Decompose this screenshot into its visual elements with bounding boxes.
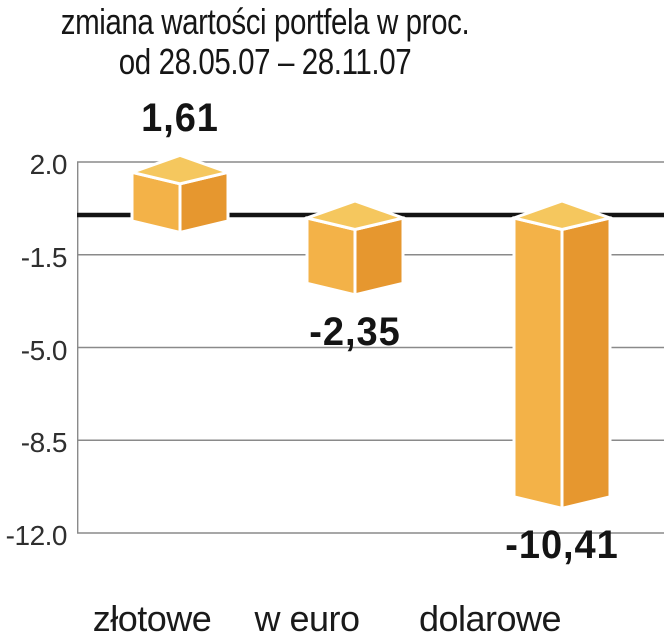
category-label: dolarowe (418, 598, 562, 639)
chart-title-line1: zmiana wartości portfela w proc. (60, 1, 470, 42)
bar-box-top-face (301, 199, 409, 232)
y-tick-label: 2.0 (29, 149, 68, 180)
bar-value-label: -10,41 (505, 523, 619, 568)
bar-box-right-face (353, 216, 405, 297)
y-tick-label: -5.0 (20, 334, 68, 366)
chart-title: zmiana wartości portfela w proc. od 28.0… (48, 2, 483, 82)
bar-value-label: -2,35 (309, 309, 401, 354)
bar-box-left-face (512, 216, 564, 511)
bar-box-top-face (508, 199, 616, 232)
y-tick-label: -8.5 (20, 427, 68, 459)
y-tick-label: -12.0 (5, 520, 68, 551)
category-label: w euro (254, 598, 360, 639)
bar-box-left-face (305, 216, 357, 297)
bar-box-top-face (126, 153, 234, 186)
bar-value-label: 1,61 (141, 96, 219, 141)
category-label: złotowe (92, 598, 212, 639)
chart-title-line2: od 28.05.07 – 28.11.07 (118, 41, 412, 82)
y-tick-label: -1.5 (20, 241, 68, 273)
bar-box-right-face (560, 216, 612, 511)
